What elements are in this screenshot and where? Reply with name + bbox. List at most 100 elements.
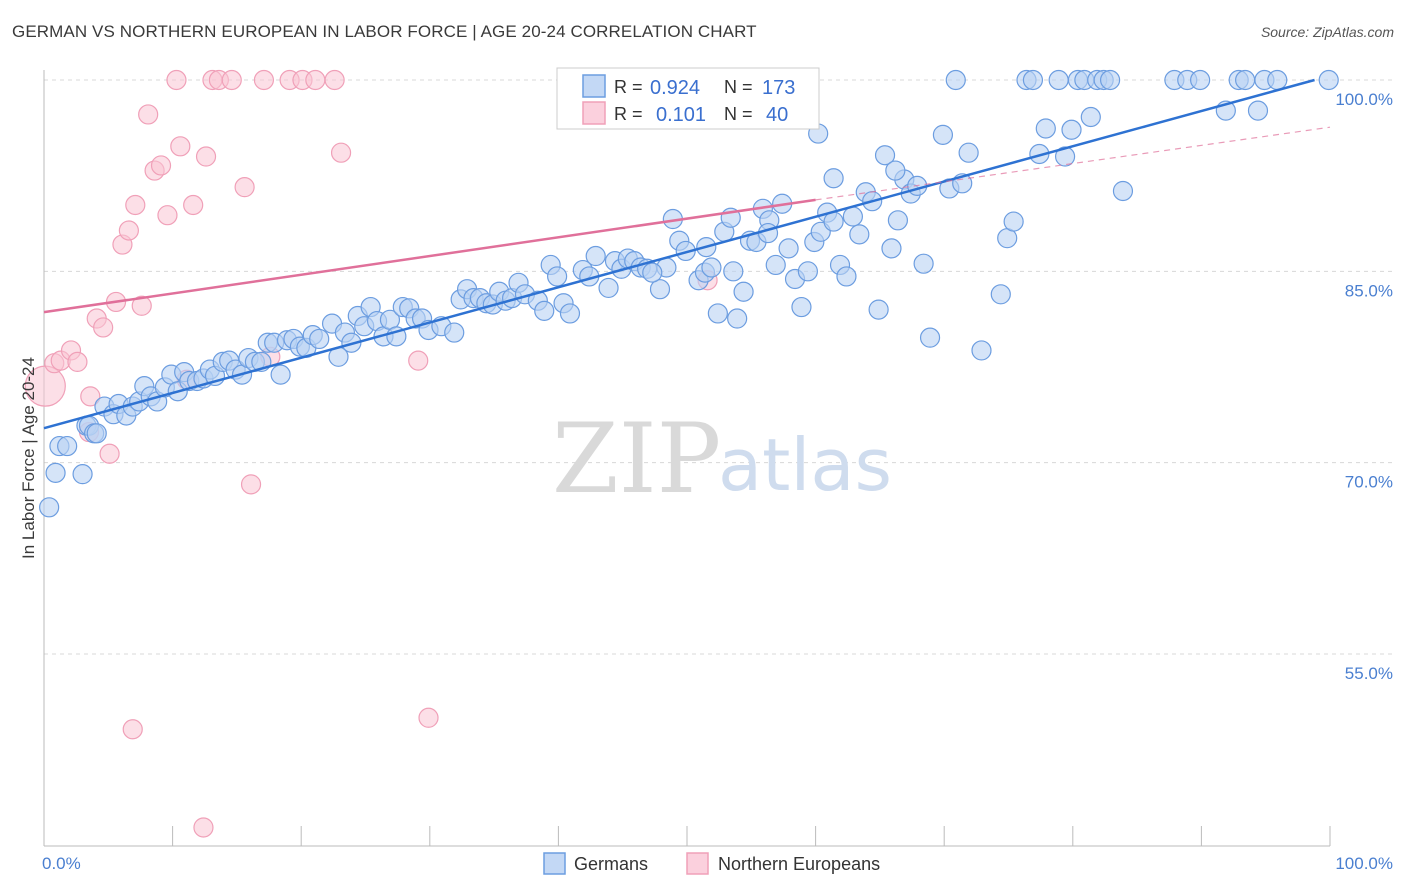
northern-european-point: [157, 205, 178, 226]
german-point: [649, 279, 671, 300]
y-axis-title: In Labor Force | Age 20-24: [19, 357, 38, 559]
legend-swatch-germans: [582, 74, 606, 98]
german-point: [86, 423, 107, 444]
legend-n-label-2: N =: [724, 104, 753, 124]
watermark-atlas: atlas: [718, 423, 892, 507]
german-point: [958, 142, 979, 163]
legend-n-value-1: 173: [762, 77, 795, 99]
y-tick-label: 85.0%: [1345, 281, 1393, 300]
northern-european-point: [118, 220, 139, 241]
german-point: [733, 281, 754, 302]
german-point: [547, 266, 568, 287]
german-point: [1080, 106, 1101, 128]
northern-european-point: [221, 69, 242, 91]
y-tick-label: 55.0%: [1345, 664, 1393, 683]
german-point: [849, 224, 870, 245]
german-point: [559, 303, 581, 324]
german-point: [534, 300, 555, 321]
axis-layer: [43, 70, 1331, 847]
german-point: [444, 322, 465, 343]
german-point: [990, 284, 1011, 305]
german-point: [1247, 100, 1269, 121]
german-point: [885, 160, 906, 181]
german-point: [701, 257, 722, 278]
source-label: Source: ZipAtlas.com: [1260, 24, 1394, 40]
trend-lines: [43, 78, 1331, 430]
german-point: [868, 299, 889, 320]
german-point: [913, 253, 934, 274]
german-point: [1035, 118, 1056, 139]
german-point: [765, 254, 786, 276]
legend-r-label-1: R =: [614, 77, 643, 97]
german-point: [1054, 146, 1076, 167]
northern-european-point: [131, 295, 152, 316]
northern-european-point: [234, 177, 255, 198]
german-point: [309, 328, 330, 350]
northern-europeans-trend-extension: [815, 126, 1331, 201]
northern-europeans-trend-line: [43, 198, 816, 314]
bottom-legend-northern-europeans: Northern Europeans: [718, 854, 880, 874]
german-point: [585, 245, 606, 267]
german-point: [823, 168, 844, 189]
german-point: [945, 69, 966, 91]
watermark-zip: ZIP: [552, 403, 721, 515]
northern-european-point: [305, 69, 326, 91]
northern-european-point: [99, 443, 120, 464]
northern-european-point: [408, 350, 429, 371]
northern-european-point: [138, 104, 159, 125]
german-point: [598, 277, 619, 299]
chart-title: GERMAN VS NORTHERN EUROPEAN IN LABOR FOR…: [12, 22, 757, 41]
x-tick-label-min: 0.0%: [42, 854, 81, 873]
german-point: [707, 303, 728, 324]
legend-n-value-2: 40: [766, 104, 788, 126]
bottom-legend-swatch-germans: [543, 852, 566, 875]
x-tick-label-max: 100.0%: [1335, 854, 1393, 873]
northern-european-point: [418, 707, 439, 728]
legend: R = 0.924 N = 173 R = 0.101 N = 40: [556, 67, 820, 130]
german-point: [1061, 119, 1082, 140]
northern-european-point: [193, 817, 214, 838]
german-point: [1235, 69, 1256, 91]
german-point: [642, 262, 663, 283]
northern-european-point: [166, 69, 187, 91]
northern-european-point: [240, 474, 262, 495]
german-point: [932, 124, 954, 145]
legend-swatch-northern-europeans: [582, 101, 606, 125]
northern-european-point: [80, 386, 101, 407]
german-point: [919, 327, 941, 348]
german-point: [887, 210, 909, 231]
northern-european-point: [122, 719, 143, 740]
northern-european-point: [195, 146, 217, 167]
german-point: [1099, 69, 1121, 91]
bottom-legend: Germans Northern Europeans: [543, 852, 880, 875]
german-point: [971, 340, 992, 361]
northern-european-point: [125, 194, 146, 216]
german-point: [57, 435, 78, 457]
y-tick-labels: 55.0% 70.0% 85.0% 100.0%: [1335, 90, 1393, 683]
y-tick-label: 100.0%: [1335, 90, 1393, 109]
bottom-legend-germans: Germans: [574, 854, 648, 874]
german-point: [881, 238, 902, 259]
northern-european-point: [170, 136, 191, 157]
german-point: [1190, 69, 1211, 91]
northern-european-point: [183, 194, 204, 216]
northern-european-point: [93, 317, 114, 338]
northern-european-point: [253, 69, 275, 91]
german-point: [1318, 69, 1339, 91]
german-point: [39, 497, 60, 518]
german-point: [723, 261, 744, 282]
y-tick-label: 70.0%: [1345, 473, 1393, 492]
bottom-legend-swatch-northern-europeans: [686, 852, 709, 875]
german-point: [836, 266, 857, 287]
northern-european-point: [67, 351, 88, 372]
german-point: [1267, 69, 1288, 91]
legend-r-label-2: R =: [614, 104, 643, 124]
german-point: [1112, 180, 1134, 202]
german-point: [757, 222, 779, 244]
german-point: [72, 464, 93, 485]
german-point: [874, 145, 896, 166]
german-point: [1048, 69, 1069, 91]
northern-european-point: [150, 155, 172, 176]
german-point: [797, 261, 818, 282]
